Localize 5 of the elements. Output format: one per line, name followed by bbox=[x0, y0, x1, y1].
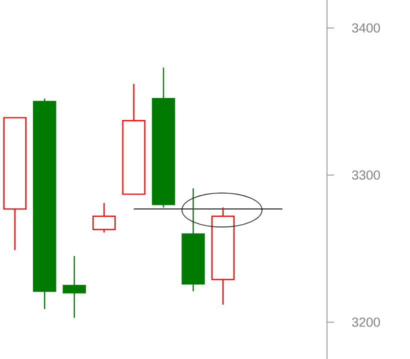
y-tick-label: 3300 bbox=[352, 170, 380, 180]
y-tick-label: 3200 bbox=[352, 318, 380, 327]
candlestick bbox=[62, 255, 86, 318]
candlestick bbox=[92, 202, 116, 234]
y-tick-label: 3400 bbox=[352, 23, 380, 33]
